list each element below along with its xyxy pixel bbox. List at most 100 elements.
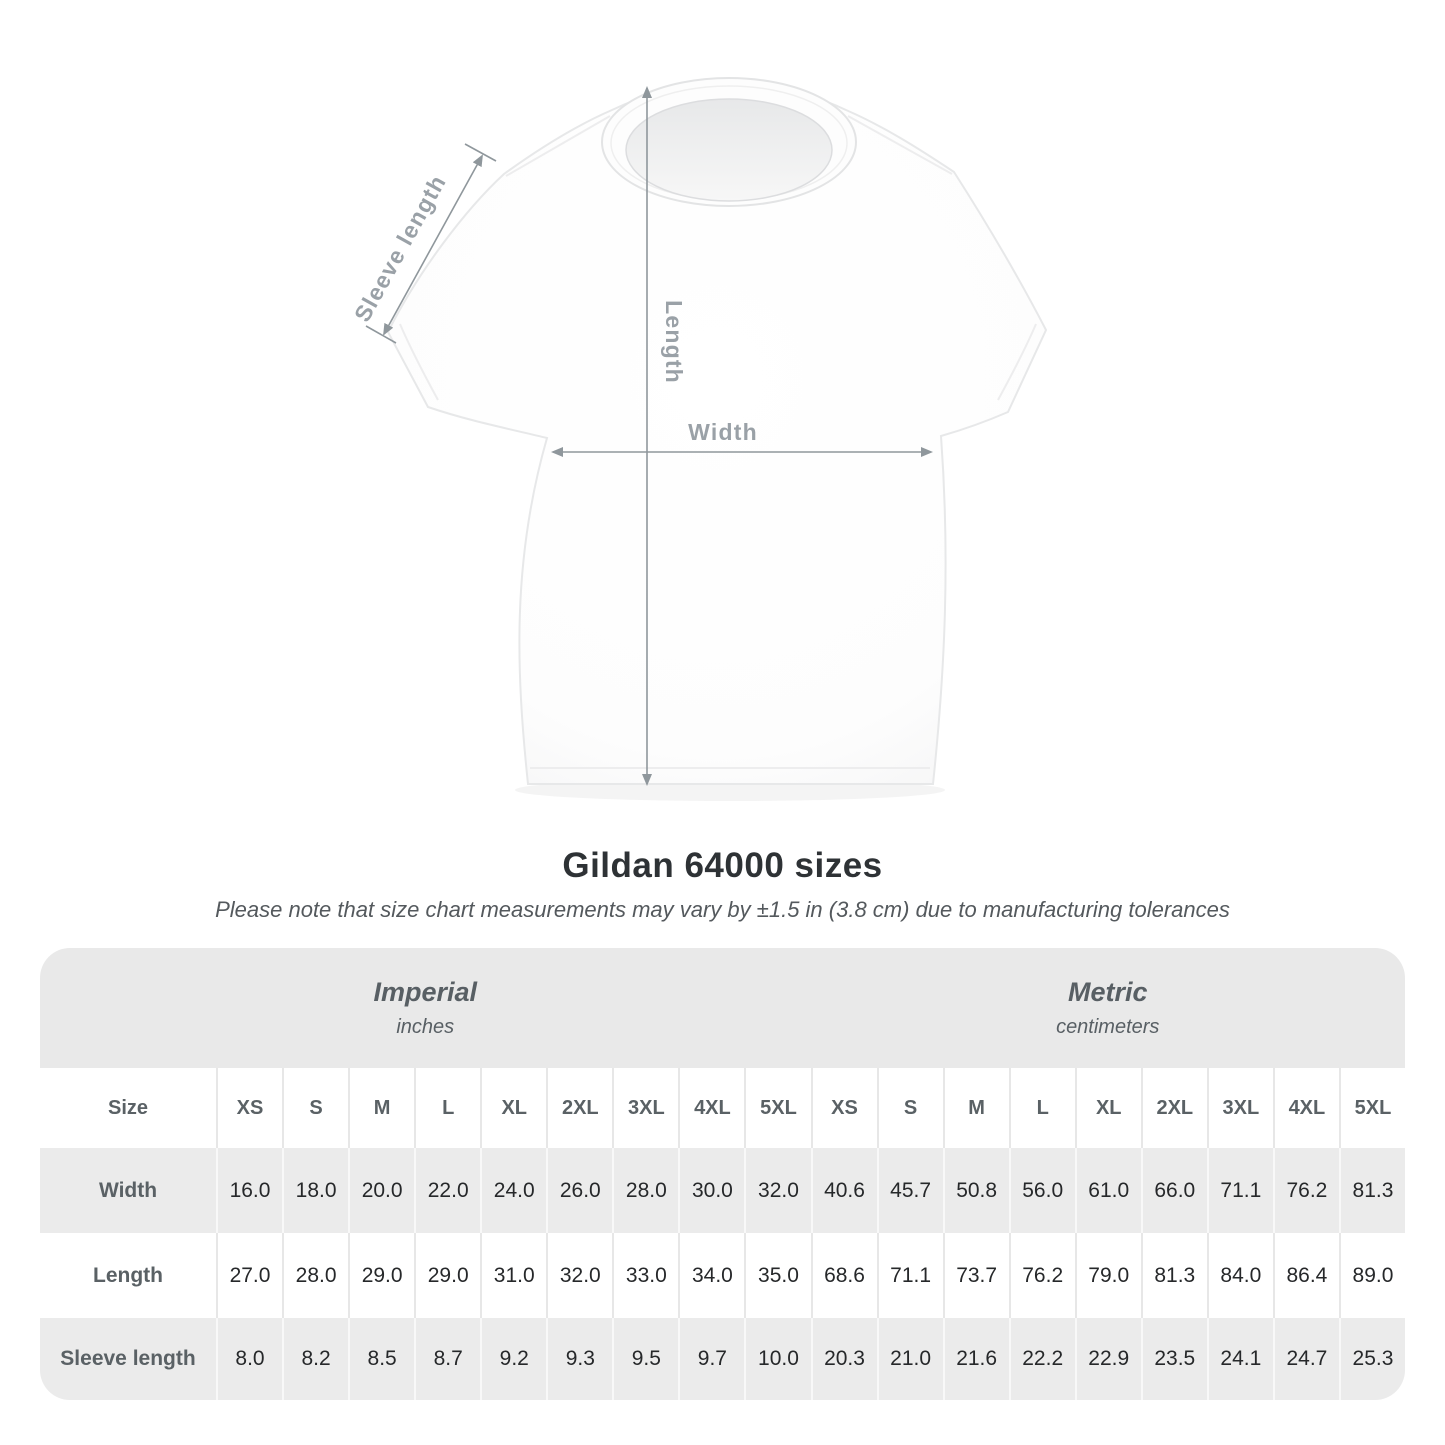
size-label: S: [282, 1068, 348, 1148]
width-in-4xl: 30.0: [678, 1148, 744, 1233]
width-cm-4xl: 76.2: [1272, 1148, 1339, 1233]
width-in-s: 18.0: [282, 1148, 348, 1233]
sleeve-in-4xl: 9.7: [678, 1318, 744, 1400]
length-cm-2xl: 81.3: [1140, 1233, 1207, 1318]
length-in-m: 29.0: [348, 1233, 414, 1318]
width-in-5xl: 32.0: [744, 1148, 810, 1233]
size-header-row: Size XS S M L XL 2XL 3XL 4XL 5XL XS S M …: [40, 1068, 1405, 1148]
sleeve-cm-s: 21.0: [876, 1318, 943, 1400]
sleeve-in-5xl: 10.0: [744, 1318, 810, 1400]
sleeve-cm-5xl: 25.3: [1338, 1318, 1405, 1400]
width-cm-5xl: 81.3: [1338, 1148, 1405, 1233]
unit-header-row: Imperial inches Metric centimeters: [40, 948, 1405, 1068]
page-title: Gildan 64000 sizes: [562, 846, 883, 885]
length-cm-3xl: 84.0: [1206, 1233, 1273, 1318]
metric-header: Metric centimeters: [811, 948, 1406, 1068]
width-cm-xs: 40.6: [810, 1148, 877, 1233]
metric-label: Metric: [1067, 977, 1148, 1007]
size-label: M: [348, 1068, 414, 1148]
sleeve-hem-right: [997, 323, 1037, 401]
imperial-sublabel: inches: [396, 1016, 455, 1038]
neck-opening: [625, 98, 833, 202]
width-in-3xl: 28.0: [612, 1148, 678, 1233]
width-label: Width: [688, 419, 758, 445]
length-cm-5xl: 89.0: [1338, 1233, 1405, 1318]
sleeve-cm-3xl: 24.1: [1206, 1318, 1273, 1400]
length-cm-4xl: 86.4: [1272, 1233, 1339, 1318]
tshirt-measurement-diagram: Sleeve length Length Width: [349, 77, 1048, 801]
width-in-l: 22.0: [414, 1148, 480, 1233]
size-label: M: [942, 1068, 1009, 1148]
sleeve-in-2xl: 9.3: [546, 1318, 612, 1400]
tolerance-note: Please note that size chart measurements…: [215, 897, 1230, 922]
sleeve-in-m: 8.5: [348, 1318, 414, 1400]
metric-sublabel: centimeters: [1056, 1016, 1160, 1038]
sleeve-in-xl: 9.2: [480, 1318, 546, 1400]
sleeve-tick-top: [464, 143, 497, 162]
sleeve-cm-4xl: 24.7: [1272, 1318, 1339, 1400]
size-label: L: [414, 1068, 480, 1148]
size-label: XL: [480, 1068, 546, 1148]
sleeve-arrow: [383, 154, 483, 336]
sleeve-in-s: 8.2: [282, 1318, 348, 1400]
length-in-5xl: 35.0: [744, 1233, 810, 1318]
row-label-sleeve: Sleeve length: [60, 1347, 196, 1370]
width-in-2xl: 26.0: [546, 1148, 612, 1233]
length-in-s: 28.0: [282, 1233, 348, 1318]
width-cm-l: 56.0: [1008, 1148, 1075, 1233]
size-label: 4XL: [678, 1068, 744, 1148]
size-label: 3XL: [612, 1068, 678, 1148]
sleeve-cm-2xl: 23.5: [1140, 1318, 1207, 1400]
size-label: L: [1008, 1068, 1075, 1148]
length-in-xl: 31.0: [480, 1233, 546, 1318]
size-label: 5XL: [1338, 1068, 1405, 1148]
sleeve-in-xs: 8.0: [216, 1318, 282, 1400]
width-cm-3xl: 71.1: [1206, 1148, 1273, 1233]
sleeve-cm-l: 22.2: [1008, 1318, 1075, 1400]
length-cm-xs: 68.6: [810, 1233, 877, 1318]
size-label: 2XL: [546, 1068, 612, 1148]
width-in-xl: 24.0: [480, 1148, 546, 1233]
length-cm-xl: 79.0: [1074, 1233, 1141, 1318]
sleeve-tick-bottom: [365, 325, 397, 344]
imperial-label: Imperial: [373, 977, 478, 1007]
width-cm-xl: 61.0: [1074, 1148, 1141, 1233]
length-cm-l: 76.2: [1008, 1233, 1075, 1318]
width-cm-s: 45.7: [876, 1148, 943, 1233]
width-in-xs: 16.0: [216, 1148, 282, 1233]
length-in-l: 29.0: [414, 1233, 480, 1318]
size-label: 4XL: [1272, 1068, 1339, 1148]
sleeve-cm-xl: 22.9: [1074, 1318, 1141, 1400]
size-label: XS: [810, 1068, 877, 1148]
size-label: XL: [1074, 1068, 1141, 1148]
length-row: Length 27.0 28.0 29.0 29.0 31.0 32.0 33.…: [40, 1233, 1405, 1318]
sleeve-cm-xs: 20.3: [810, 1318, 877, 1400]
shoulder-seam-right: [847, 115, 953, 175]
size-label: 3XL: [1206, 1068, 1273, 1148]
sleeve-length-row: Sleeve length 8.0 8.2 8.5 8.7 9.2 9.3 9.…: [40, 1318, 1405, 1400]
sleeve-in-l: 8.7: [414, 1318, 480, 1400]
length-in-3xl: 33.0: [612, 1233, 678, 1318]
size-table: Imperial inches Metric centimeters Size …: [40, 948, 1405, 1400]
width-in-m: 20.0: [348, 1148, 414, 1233]
size-label: 2XL: [1140, 1068, 1207, 1148]
size-column-header: Size: [107, 1096, 149, 1119]
length-cm-s: 71.1: [876, 1233, 943, 1318]
size-label: XS: [216, 1068, 282, 1148]
width-cm-2xl: 66.0: [1140, 1148, 1207, 1233]
width-row: Width 16.0 18.0 20.0 22.0 24.0 26.0 28.0…: [40, 1148, 1405, 1233]
shoulder-seam-left: [505, 115, 611, 177]
imperial-header: Imperial inches: [40, 948, 811, 1068]
sleeve-in-3xl: 9.5: [612, 1318, 678, 1400]
length-cm-m: 73.7: [942, 1233, 1009, 1318]
row-label-length: Length: [93, 1263, 163, 1287]
sleeve-cm-m: 21.6: [942, 1318, 1009, 1400]
length-label: Length: [661, 300, 687, 384]
size-label: 5XL: [744, 1068, 810, 1148]
length-in-xs: 27.0: [216, 1233, 282, 1318]
row-label-width: Width: [98, 1178, 158, 1202]
length-in-2xl: 32.0: [546, 1233, 612, 1318]
length-in-4xl: 34.0: [678, 1233, 744, 1318]
size-label: S: [876, 1068, 943, 1148]
